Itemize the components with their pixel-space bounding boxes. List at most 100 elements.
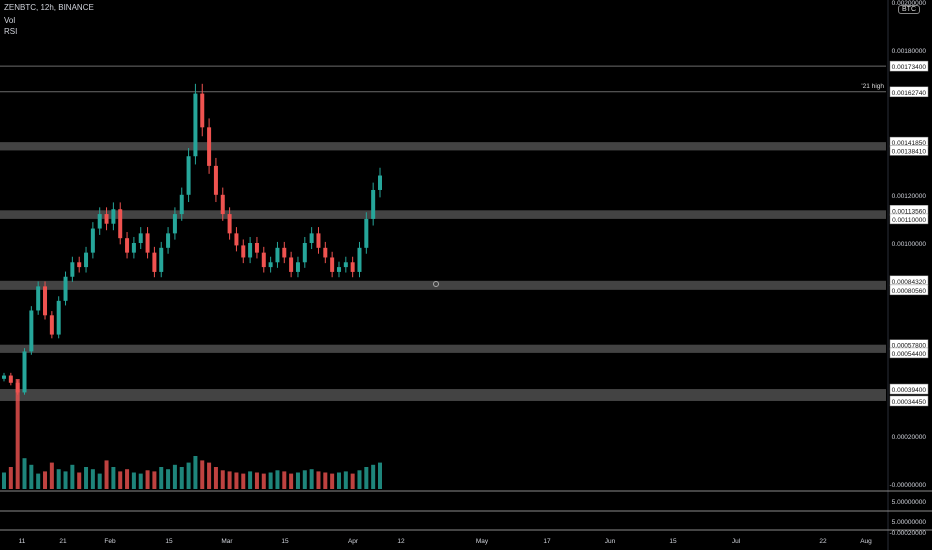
x-tick-label: Mar (221, 538, 233, 545)
vol-label[interactable]: Vol (4, 16, 16, 25)
volume-bar (63, 471, 68, 489)
volume-bar (84, 467, 89, 489)
price-label: 0.00173400 (892, 64, 927, 71)
candle-body (118, 209, 123, 239)
volume-bar (2, 472, 6, 489)
volume-bar (43, 471, 48, 489)
price-label: 0.00080560 (892, 288, 927, 295)
candle-body (357, 247, 362, 272)
volume-bar (371, 464, 376, 489)
candle-body (111, 209, 116, 224)
candle-body (56, 300, 61, 335)
candle-body (248, 243, 253, 258)
volume-bar (282, 471, 287, 489)
candle-body (43, 286, 48, 316)
candle-body (193, 93, 198, 157)
volume-bar (302, 470, 307, 489)
candle-body (309, 233, 314, 243)
volume-bar (70, 464, 75, 489)
price-label-box (889, 86, 929, 98)
volume-bar (104, 460, 109, 489)
candle-body (268, 262, 273, 268)
price-label: 0.00039400 (892, 387, 927, 394)
rsi-axis-label: 5.00000000 (892, 519, 927, 526)
volume-bar (207, 462, 212, 489)
volume-bar (350, 473, 355, 489)
volume-bar (166, 469, 171, 489)
volume-bar (111, 467, 116, 489)
sr-zone (0, 344, 886, 353)
volume-bar (248, 471, 253, 489)
volume-bar (234, 472, 239, 489)
candle-body (70, 262, 75, 277)
x-tick-label: Jul (732, 538, 741, 545)
sr-zone (0, 389, 886, 401)
currency-button[interactable]: BTC (898, 5, 920, 14)
volume-bar (343, 471, 348, 489)
candle-body (131, 243, 136, 253)
volume-bar (77, 472, 82, 489)
volume-bar (172, 464, 177, 489)
rsi-axis-label: 5.00000000 (892, 499, 927, 506)
candle-body (234, 233, 239, 246)
x-tick-label: 12 (397, 538, 405, 545)
candle-body (378, 175, 382, 190)
candle-body (350, 262, 355, 272)
cursor-icon (433, 281, 439, 287)
candle-body (336, 267, 341, 272)
candle-body (90, 228, 95, 253)
volume-bar (22, 458, 27, 489)
x-tick-label: 21 (59, 538, 67, 545)
volume-bar (56, 469, 61, 489)
candle-body (179, 194, 184, 215)
price-label: 0.00110000 (892, 217, 926, 224)
rsi-label[interactable]: RSI (4, 27, 18, 36)
volume-bar (8, 467, 13, 489)
volume-bar (152, 471, 157, 489)
price-label: 0.00141850 (892, 140, 927, 147)
y-tick-label: 0.00200000 (892, 0, 927, 7)
candle-body (84, 252, 89, 268)
volume-bar (357, 470, 362, 489)
x-tick-label: 17 (543, 538, 551, 545)
x-tick-label: Aug (860, 538, 872, 545)
candle-body (104, 214, 109, 224)
price-label-box (889, 383, 929, 395)
volume-bar (241, 473, 246, 489)
x-tick-label: Apr (348, 538, 359, 545)
volume-bar (275, 470, 280, 489)
candle-body (159, 247, 164, 272)
candle-body (371, 189, 376, 219)
price-label: 0.00034450 (892, 399, 927, 406)
price-label-box (889, 395, 929, 407)
y-tick-label: 0.00120000 (892, 193, 927, 200)
candle-body (200, 93, 205, 128)
candle-body (289, 257, 294, 272)
y-tick-label: 0.00020000 (892, 434, 927, 441)
volume-bar (159, 467, 164, 489)
volume-bar (193, 456, 198, 489)
price-label: 0.00162740 (892, 90, 927, 97)
x-tick-label: 11 (19, 538, 26, 545)
volume-bar (330, 473, 335, 489)
x-tick-label: May (476, 538, 489, 545)
volume-bar (323, 472, 328, 489)
volume-bar (289, 473, 294, 489)
candle-body (49, 315, 54, 335)
x-tick-label: 15 (165, 538, 173, 545)
sr-zone (0, 280, 886, 290)
candle-body (254, 243, 259, 253)
volume-bar (309, 469, 314, 489)
candle-body (22, 351, 27, 393)
price-label-box (889, 347, 929, 359)
symbol-title: ZENBTC, 12h, BINANCE (4, 3, 94, 12)
price-label: 0.00057800 (892, 343, 927, 350)
candle-body (97, 214, 102, 229)
candle-body (145, 233, 150, 253)
candle-body (166, 233, 171, 248)
price-label-box (889, 60, 929, 72)
price-label: 0.00054400 (892, 351, 927, 358)
volume-bar (90, 469, 95, 489)
volume-bar (138, 473, 143, 489)
